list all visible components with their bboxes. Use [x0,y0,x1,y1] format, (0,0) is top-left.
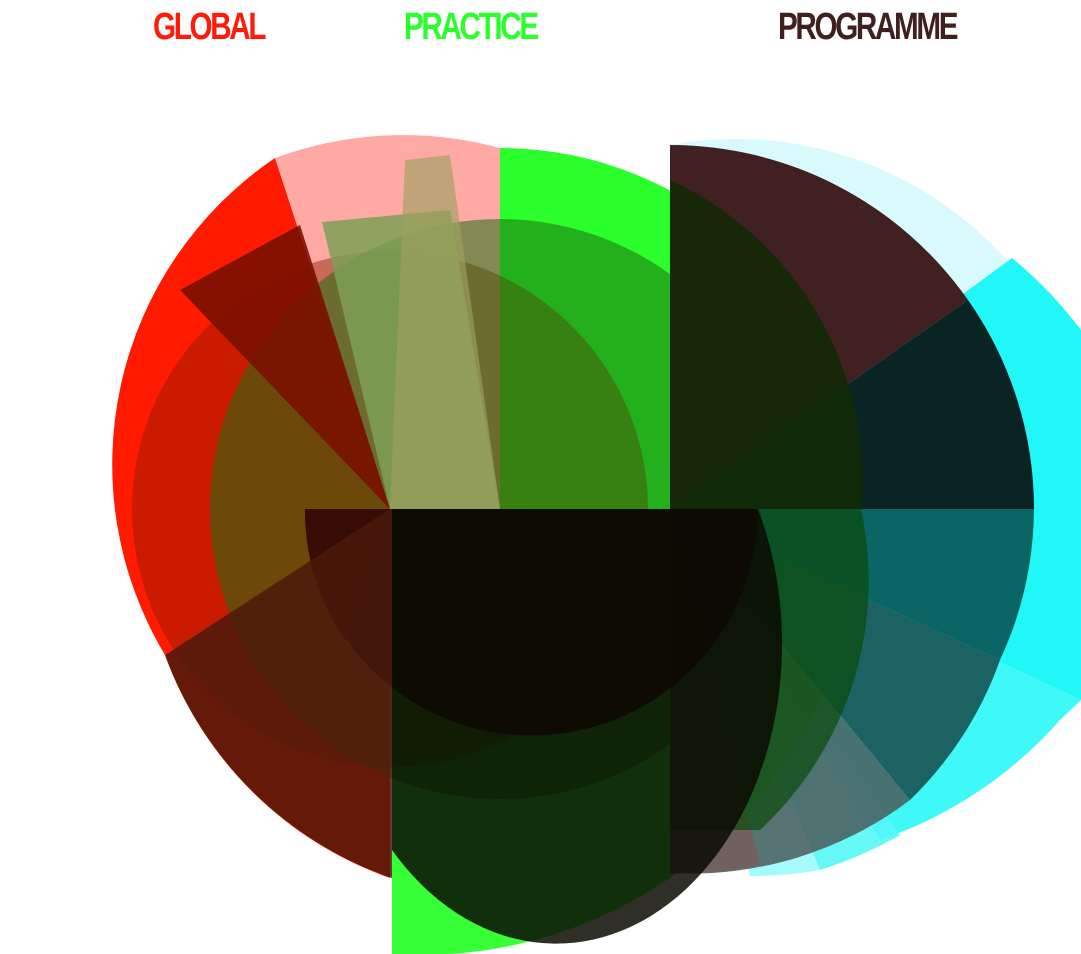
dark-overlap-top [670,180,863,509]
black-half-disc-inner [392,509,783,944]
dark-red-wedge [180,225,390,509]
brown-slice-left [165,509,392,878]
olive-wedge-2 [390,155,500,509]
title-practice: PRACTICE [404,6,539,48]
olive-fan [180,155,500,509]
title-global: GLOBAL [153,6,266,48]
title-programme: PROGRAMME [778,6,959,48]
